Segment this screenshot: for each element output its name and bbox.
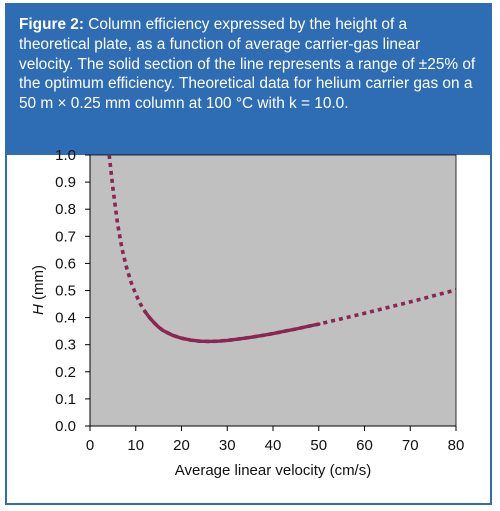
figure-caption: Figure 2: Column efficiency expressed by… (7, 5, 490, 155)
caption-label: Figure 2: (19, 16, 84, 33)
x-tick-label: 40 (265, 437, 282, 454)
y-tick-label: 0.3 (55, 337, 76, 354)
y-axis-unit: (mm) (30, 265, 47, 304)
y-tick-label: 0.7 (55, 228, 76, 245)
y-tick-label: 0.2 (55, 364, 76, 381)
plot-area (89, 154, 457, 427)
x-axis-title: Average linear velocity (cm/s) (175, 462, 371, 479)
y-tick-label: 0.9 (55, 174, 76, 191)
y-tick-label: 0.5 (55, 283, 76, 300)
x-tick-label: 50 (310, 437, 327, 454)
series-line-dotted (107, 154, 457, 344)
x-tick-label: 10 (127, 437, 144, 454)
y-axis: 0.0 0.1 0.2 0.3 0.4 0.5 0.6 0.7 0.8 0.9 1.0 (55, 147, 91, 435)
y-tick-label: 0.0 (55, 418, 76, 435)
x-tick-label: 30 (219, 437, 236, 454)
x-tick-label: 70 (402, 437, 419, 454)
series-layer (107, 154, 457, 344)
y-tick-label: 0.4 (55, 310, 76, 327)
y-tick-label: 0.1 (55, 391, 76, 408)
y-axis-title: H (mm) (30, 265, 47, 315)
x-axis: 0 10 20 30 40 50 60 70 80 (86, 425, 465, 454)
y-tick-label: 1.0 (55, 147, 76, 164)
y-tick-label: 0.6 (55, 255, 76, 272)
y-axis-symbol: H (30, 304, 47, 315)
x-tick-label: 0 (86, 437, 94, 454)
caption-text: Column efficiency expressed by the heigh… (19, 16, 476, 113)
x-tick-label: 60 (356, 437, 373, 454)
series-line-solid (143, 309, 321, 344)
y-tick-label: 0.8 (55, 201, 76, 218)
x-tick-label: 80 (448, 437, 465, 454)
x-tick-label: 20 (173, 437, 190, 454)
